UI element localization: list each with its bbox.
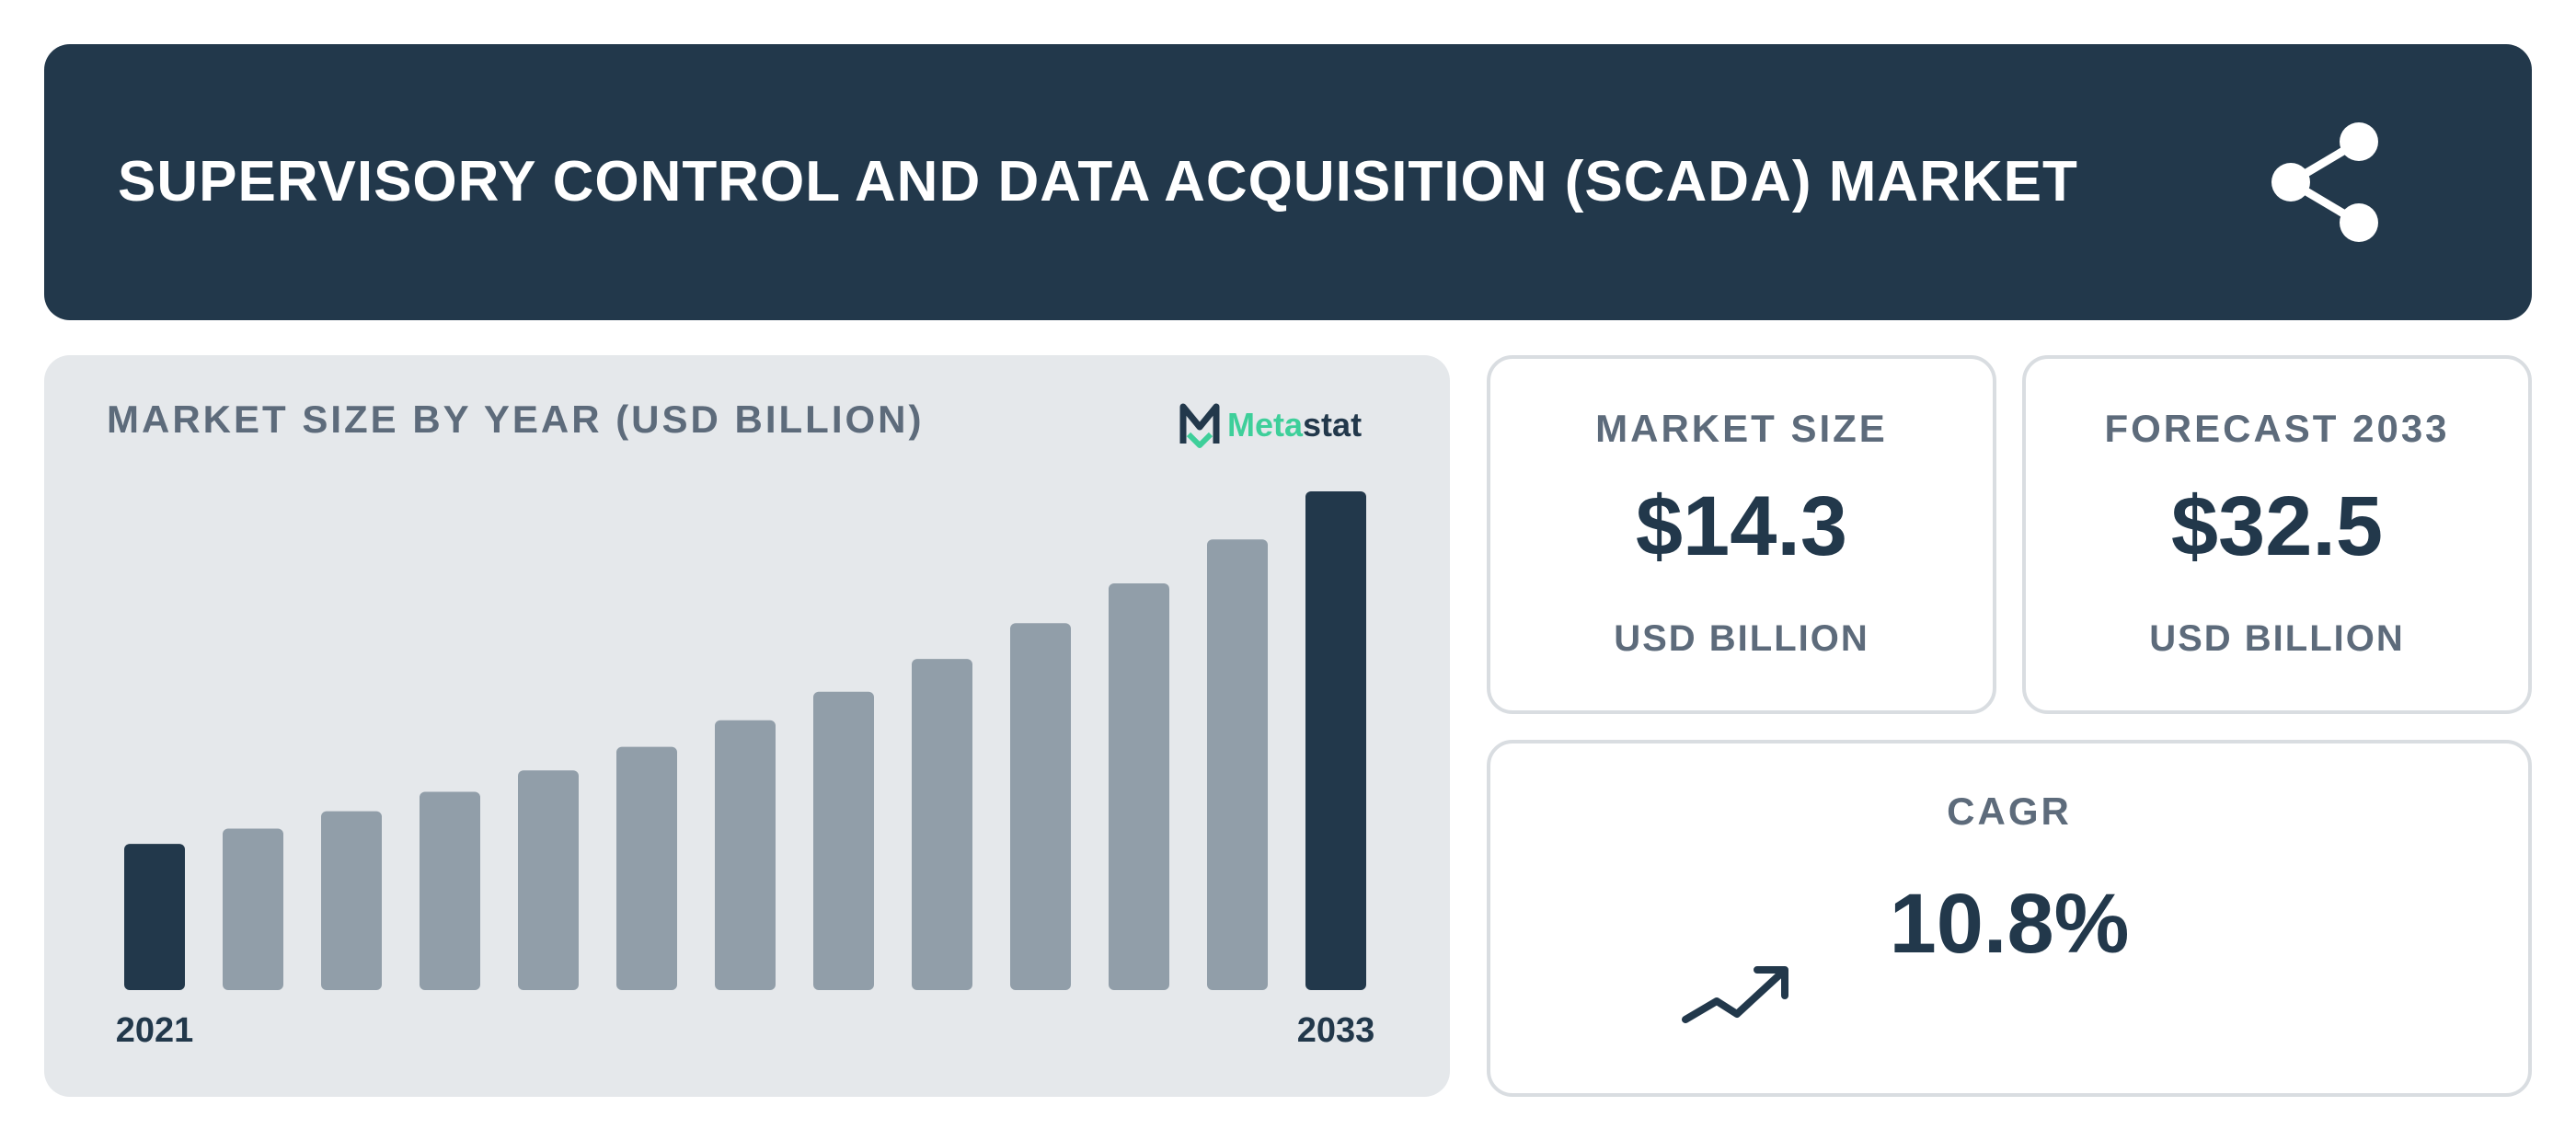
brand-suffix: stat	[1303, 406, 1362, 444]
bar-2033	[1305, 491, 1366, 990]
page-title: SUPERVISORY CONTROL AND DATA ACQUISITION…	[118, 150, 2078, 213]
forecast-label: FORECAST 2033	[2104, 407, 2450, 450]
market-size-unit: USD BILLION	[1614, 618, 1869, 659]
x-tick-label-2033: 2033	[1297, 1011, 1375, 1050]
cagr-label: CAGR	[1947, 789, 2072, 833]
svg-text:Metastat: Metastat	[1227, 406, 1362, 444]
metastat-logo: Metastat	[1179, 398, 1409, 449]
bar-2026	[616, 746, 677, 990]
brand-prefix: Meta	[1227, 406, 1304, 444]
bar-2024	[420, 791, 480, 990]
bar-2029	[912, 659, 972, 990]
market-size-chart-panel: 2021 2033 MARKET SIZE BY YEAR (USD BILLIO…	[44, 355, 1450, 1097]
bar-chart: 2021 2033	[116, 491, 1375, 1050]
market-size-label: MARKET SIZE	[1595, 407, 1888, 450]
market-size-card: MARKET SIZE $14.3 USD BILLION	[1487, 355, 1996, 714]
x-tick-label-2021: 2021	[116, 1011, 194, 1050]
bar-2028	[813, 691, 874, 990]
trending-up-icon	[1680, 961, 1794, 1027]
chart-title: MARKET SIZE BY YEAR (USD BILLION)	[107, 398, 925, 441]
cagr-card: CAGR 10.8%	[1487, 740, 2532, 1097]
cagr-value: 10.8%	[1889, 877, 2130, 971]
forecast-value: $32.5	[2170, 479, 2384, 573]
bar-2030	[1010, 623, 1071, 990]
forecast-unit: USD BILLION	[2149, 618, 2405, 659]
forecast-card: FORECAST 2033 $32.5 USD BILLION	[2022, 355, 2532, 714]
bar-2027	[715, 720, 776, 990]
bar-2021	[124, 844, 185, 990]
bar-2031	[1109, 582, 1169, 990]
share-icon[interactable]	[2271, 121, 2392, 243]
bar-2023	[321, 811, 382, 990]
market-size-value: $14.3	[1635, 479, 1848, 573]
metastat-logo-icon	[1179, 403, 1220, 448]
bar-2022	[223, 828, 283, 990]
header-banner: SUPERVISORY CONTROL AND DATA ACQUISITION…	[44, 44, 2532, 320]
bar-2025	[518, 770, 579, 990]
bar-2032	[1207, 539, 1268, 990]
